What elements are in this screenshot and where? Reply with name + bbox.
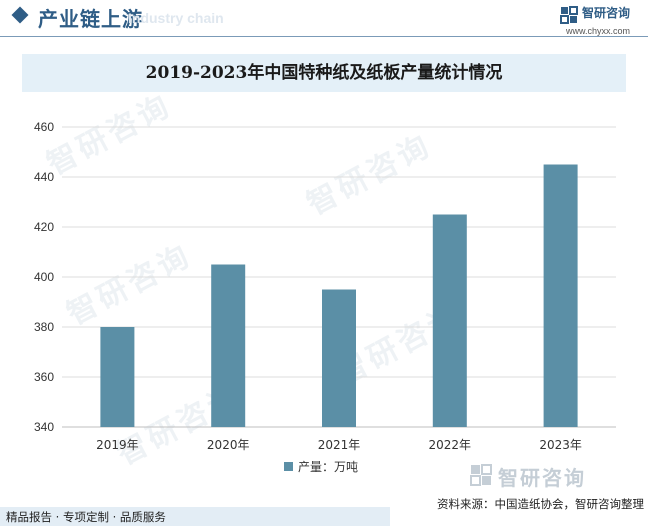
x-tick-label: 2021年 (318, 438, 361, 452)
brand-logo: 智研咨询 www.chyxx.com (560, 4, 640, 36)
bar (100, 327, 135, 427)
bar (543, 164, 578, 427)
y-tick-label: 460 (34, 120, 54, 134)
y-tick-label: 380 (34, 320, 54, 334)
brand-name: 智研咨询 (582, 6, 631, 20)
section-title: 产业链上游 (38, 7, 143, 31)
chart-title-bar: 2019-2023年中国特种纸及纸板产量统计情况 (22, 54, 626, 92)
x-tick-label: 2022年 (429, 438, 472, 452)
footer-text: 精品报告 · 专项定制 · 品质服务 (6, 510, 166, 524)
y-tick-label: 400 (34, 270, 54, 284)
section-ghost-text: Industry chain (128, 10, 224, 26)
source-note: 资料来源：中国造纸协会，智研咨询整理 (437, 497, 644, 511)
y-tick-label: 340 (34, 420, 54, 434)
x-tick-label: 2020年 (207, 438, 250, 452)
legend-swatch (284, 462, 293, 471)
bar (211, 264, 246, 427)
footer-bar: 精品报告 · 专项定制 · 品质服务 (0, 507, 390, 526)
legend-label: 产量：万吨 (298, 460, 359, 474)
source-logo: 智研咨询 (470, 462, 640, 490)
y-tick-label: 420 (34, 220, 54, 234)
brand-mark-icon (560, 6, 578, 24)
source-logo-name: 智研咨询 (498, 466, 586, 490)
chart-title: 2019-2023年中国特种纸及纸板产量统计情况 (145, 63, 503, 83)
x-tick-label: 2019年 (96, 438, 139, 452)
page-header: 产业链上游 Industry chain 智研咨询 www.chyxx.com (0, 0, 648, 38)
y-tick-label: 440 (34, 170, 54, 184)
bar (432, 214, 467, 427)
bar (322, 289, 356, 427)
y-tick-label: 360 (34, 370, 54, 384)
header-divider (0, 36, 648, 37)
x-tick-label: 2023年 (539, 438, 582, 452)
brand-url: www.chyxx.com (566, 26, 631, 36)
brand-mark-icon (470, 464, 492, 486)
